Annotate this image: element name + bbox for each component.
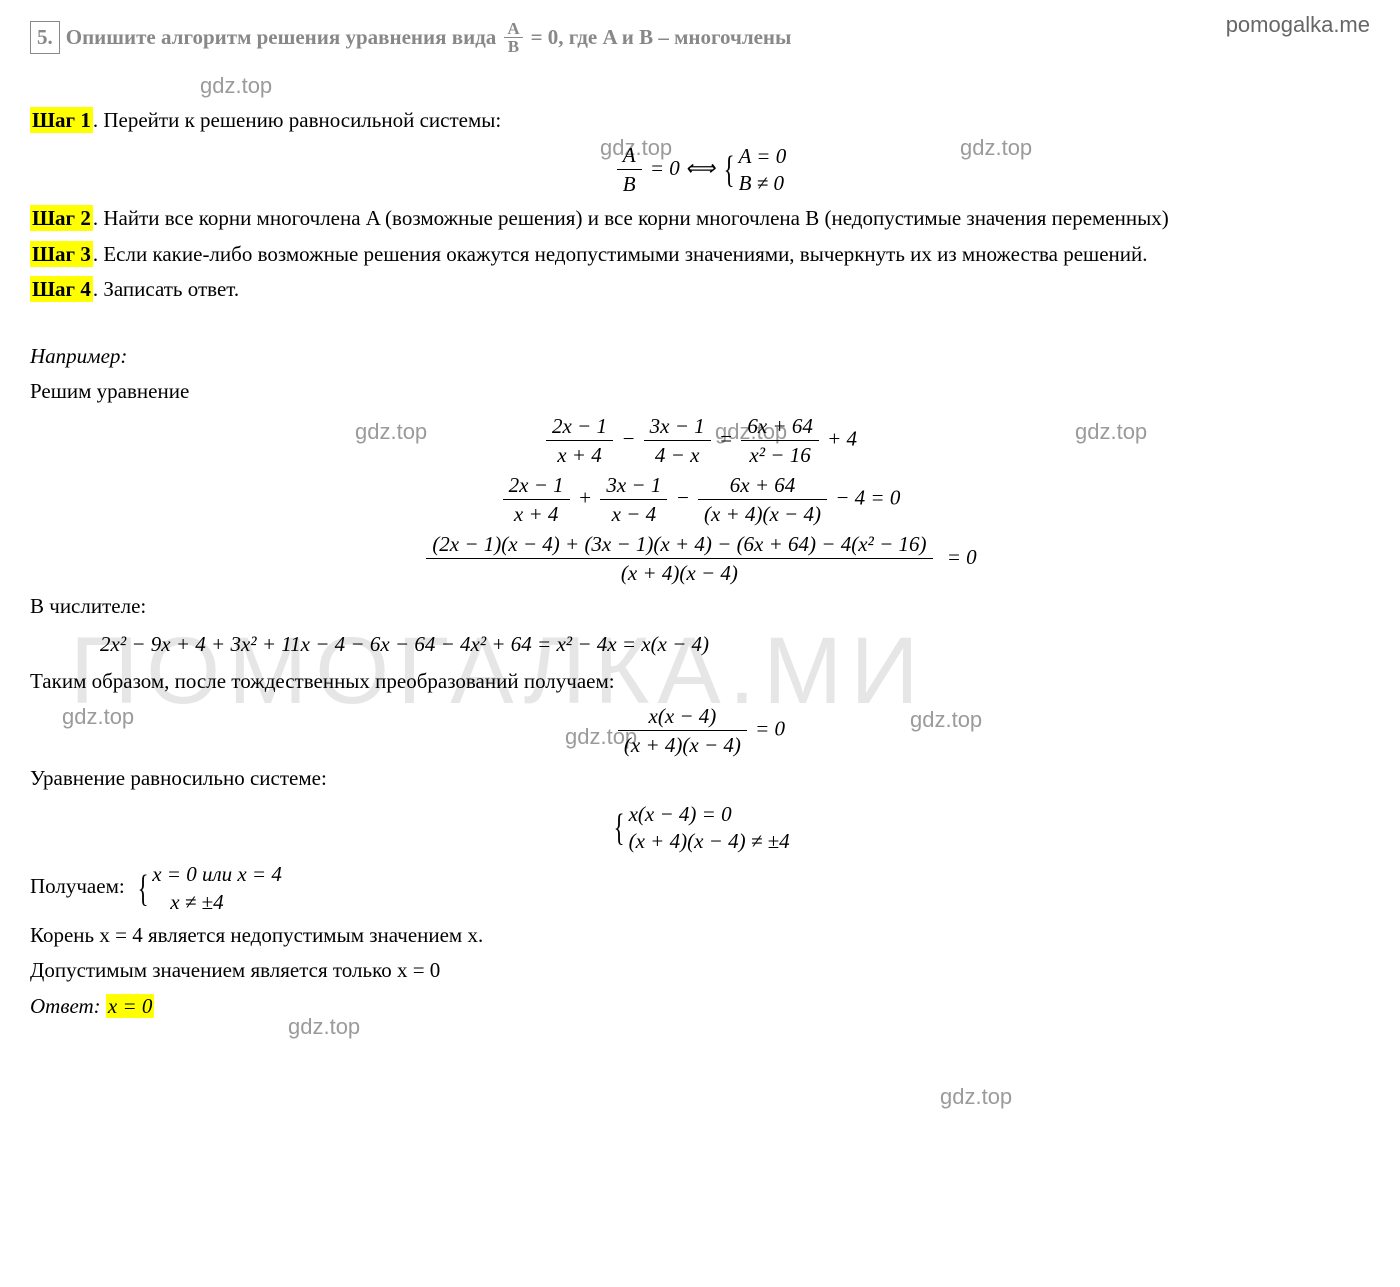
task-text-after: = 0, где A и B – многочлены (531, 22, 792, 54)
step1: Шаг 1. Перейти к решению равносильной си… (30, 105, 1370, 137)
equation-4: x(x − 4)(x + 4)(x − 4) = 0 (30, 704, 1370, 757)
get-line: Получаем: { x = 0 или x = 4 x ≠ ±4 (30, 861, 1370, 916)
equiv-label: Уравнение равносильно системе: (30, 763, 1370, 795)
system-main: { x(x − 4) = 0 (x + 4)(x − 4) ≠ ±4 (30, 801, 1370, 856)
allowed-line: Допустимым значением является только x =… (30, 955, 1370, 987)
task-fraction: A B (504, 20, 522, 55)
step1-label: Шаг 1 (30, 107, 93, 133)
step4: Шаг 4. Записать ответ. (30, 274, 1370, 306)
example-label: Например: (30, 341, 1370, 373)
numerator-label: В числителе: (30, 591, 1370, 623)
answer-line: Ответ: x = 0 (30, 991, 1370, 1023)
step4-label: Шаг 4 (30, 276, 93, 302)
step1-equation: A B = 0 ⟺ { A = 0 B ≠ 0 (30, 143, 1370, 198)
root-line: Корень x = 4 является недопустимым значе… (30, 920, 1370, 952)
task-text-before: Опишите алгоритм решения уравнения вида (66, 22, 497, 54)
gdz-watermark: gdz.top (940, 1080, 1012, 1113)
step3: Шаг 3. Если какие-либо возможные решения… (30, 239, 1370, 271)
step2-label: Шаг 2 (30, 205, 93, 231)
task-number: 5. (30, 21, 60, 55)
task-heading: 5. Опишите алгоритм решения уравнения ви… (30, 20, 1370, 55)
thus-label: Таким образом, после тождественных преоб… (30, 666, 1370, 698)
numerator-eq: 2x² − 9x + 4 + 3x² + 11x − 4 − 6x − 64 −… (30, 629, 1370, 661)
equation-3: (2x − 1)(x − 4) + (3x − 1)(x + 4) − (6x … (30, 532, 1370, 585)
solve-label: Решим уравнение (30, 376, 1370, 408)
step2: Шаг 2. Найти все корни многочлена A (воз… (30, 203, 1370, 235)
equation-2: 2x − 1x + 4 + 3x − 1x − 4 − 6x + 64(x + … (30, 473, 1370, 526)
equation-1: 2x − 1x + 4 − 3x − 14 − x = 6x + 64x² − … (30, 414, 1370, 467)
step3-label: Шаг 3 (30, 241, 93, 267)
answer-value: x = 0 (106, 994, 155, 1018)
